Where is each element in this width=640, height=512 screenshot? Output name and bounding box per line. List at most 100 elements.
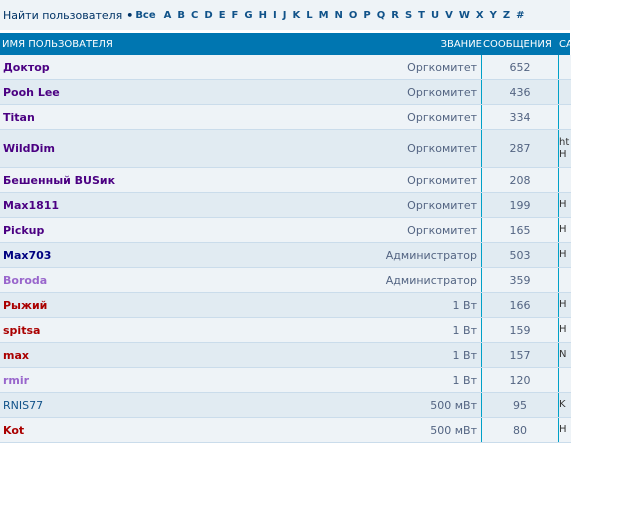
- posts-count[interactable]: 208: [481, 167, 559, 193]
- find-member-link[interactable]: Найти пользователя: [3, 8, 123, 22]
- letter-link[interactable]: H: [258, 9, 267, 21]
- letter-link[interactable]: Q: [376, 9, 386, 21]
- letter-link[interactable]: X: [475, 9, 484, 21]
- website-cell[interactable]: H: [558, 242, 571, 268]
- website-cell[interactable]: [558, 55, 571, 80]
- posts-count[interactable]: 199: [481, 192, 559, 218]
- table-row: spitsa 1 Вт 159 H: [0, 317, 571, 343]
- header-rank[interactable]: Звание: [440, 39, 482, 50]
- username-link[interactable]: Max703: [3, 248, 52, 262]
- posts-count[interactable]: 359: [481, 267, 559, 293]
- rank-cell: Оргкомитет: [333, 79, 482, 105]
- username-link[interactable]: spitsa: [3, 323, 41, 337]
- website-cell[interactable]: [558, 79, 571, 105]
- table-row: Бешенный BUSик Оргкомитет 208: [0, 167, 571, 193]
- username-cell: Kot: [0, 417, 333, 443]
- letter-link[interactable]: V: [445, 9, 453, 21]
- username-cell: Рыжий: [0, 292, 333, 318]
- website-cell[interactable]: [558, 367, 571, 393]
- members-table: Доктор Оргкомитет 652 Pooh Lee Оргкомитет 436…: [0, 55, 571, 443]
- posts-count[interactable]: 159: [481, 317, 559, 343]
- posts-count[interactable]: 165: [481, 217, 559, 243]
- posts-count[interactable]: 80: [481, 417, 559, 443]
- username-cell: Max1811: [0, 192, 333, 218]
- letter-link[interactable]: #: [516, 9, 525, 21]
- letter-link[interactable]: U: [431, 9, 440, 21]
- table-row: Pickup Оргкомитет 165 H: [0, 217, 571, 243]
- username-link[interactable]: Boroda: [3, 273, 48, 287]
- posts-count[interactable]: 120: [481, 367, 559, 393]
- website-cell[interactable]: K: [558, 392, 571, 418]
- username-cell: Titan: [0, 104, 333, 130]
- rank-cell: Оргкомитет: [333, 217, 482, 243]
- table-row: Max703 Администратор 503 H: [0, 242, 571, 268]
- username-link[interactable]: Бешенный BUSик: [3, 173, 116, 187]
- username-link[interactable]: Pickup: [3, 223, 45, 237]
- letter-link[interactable]: T: [418, 9, 425, 21]
- username-cell: Max703: [0, 242, 333, 268]
- posts-count[interactable]: 503: [481, 242, 559, 268]
- letter-link[interactable]: J: [282, 9, 287, 21]
- table-row: max 1 Вт 157 N: [0, 342, 571, 368]
- header-website[interactable]: Са: [559, 39, 570, 50]
- letter-all-link[interactable]: Все: [135, 9, 156, 21]
- username-link[interactable]: Доктор: [3, 60, 50, 74]
- username-link[interactable]: rmir: [3, 373, 30, 387]
- letter-link[interactable]: D: [204, 9, 213, 21]
- letter-link[interactable]: N: [334, 9, 343, 21]
- rank-cell: 1 Вт: [333, 342, 482, 368]
- posts-count[interactable]: 287: [481, 129, 559, 168]
- header-posts[interactable]: Сообщения: [483, 39, 552, 50]
- rank-cell: 1 Вт: [333, 367, 482, 393]
- posts-count[interactable]: 166: [481, 292, 559, 318]
- username-link[interactable]: max: [3, 348, 29, 362]
- letter-link[interactable]: O: [348, 9, 358, 21]
- letter-link[interactable]: B: [177, 9, 186, 21]
- website-cell[interactable]: H: [558, 417, 571, 443]
- website-cell[interactable]: H: [558, 192, 571, 218]
- posts-count[interactable]: 652: [481, 55, 559, 80]
- posts-count[interactable]: 436: [481, 79, 559, 105]
- username-link[interactable]: Pooh Lee: [3, 85, 60, 99]
- posts-count[interactable]: 334: [481, 104, 559, 130]
- letter-link[interactable]: Y: [489, 9, 497, 21]
- letter-link[interactable]: S: [404, 9, 413, 21]
- letter-link[interactable]: M: [318, 9, 329, 21]
- table-row: Kot 500 мВт 80 H: [0, 417, 571, 443]
- posts-count[interactable]: 95: [481, 392, 559, 418]
- letter-link[interactable]: E: [218, 9, 226, 21]
- website-cell[interactable]: H: [558, 292, 571, 318]
- username-link[interactable]: Рыжий: [3, 298, 48, 312]
- website-cell[interactable]: H: [558, 217, 571, 243]
- letter-link[interactable]: P: [363, 9, 371, 21]
- rank-cell: 1 Вт: [333, 317, 482, 343]
- letter-link[interactable]: K: [292, 9, 301, 21]
- website-cell[interactable]: N: [558, 342, 571, 368]
- website-cell[interactable]: H: [558, 317, 571, 343]
- username-link[interactable]: WildDim: [3, 142, 55, 155]
- website-cell[interactable]: [558, 104, 571, 130]
- username-link[interactable]: Kot: [3, 423, 25, 437]
- table-row: rmir 1 Вт 120: [0, 367, 571, 393]
- letter-link[interactable]: A: [163, 9, 172, 21]
- letter-link[interactable]: I: [272, 9, 277, 21]
- letter-link[interactable]: C: [191, 9, 199, 21]
- website-cell[interactable]: [558, 267, 571, 293]
- letter-link[interactable]: F: [231, 9, 239, 21]
- username-link[interactable]: Titan: [3, 110, 35, 124]
- letter-link[interactable]: R: [391, 9, 399, 21]
- header-username[interactable]: Имя пользователя: [2, 39, 113, 50]
- posts-count[interactable]: 157: [481, 342, 559, 368]
- letter-link[interactable]: L: [306, 9, 313, 21]
- rank-cell: Администратор: [333, 267, 482, 293]
- website-cell[interactable]: ht H: [558, 129, 571, 168]
- website-cell[interactable]: [558, 167, 571, 193]
- letter-link[interactable]: G: [244, 9, 253, 21]
- rank-cell: Оргкомитет: [333, 192, 482, 218]
- letter-link[interactable]: W: [458, 9, 470, 21]
- username-cell: Доктор: [0, 55, 333, 80]
- letter-link[interactable]: Z: [502, 9, 511, 21]
- username-link[interactable]: Max1811: [3, 198, 60, 212]
- username-link[interactable]: RNIS77: [3, 398, 44, 412]
